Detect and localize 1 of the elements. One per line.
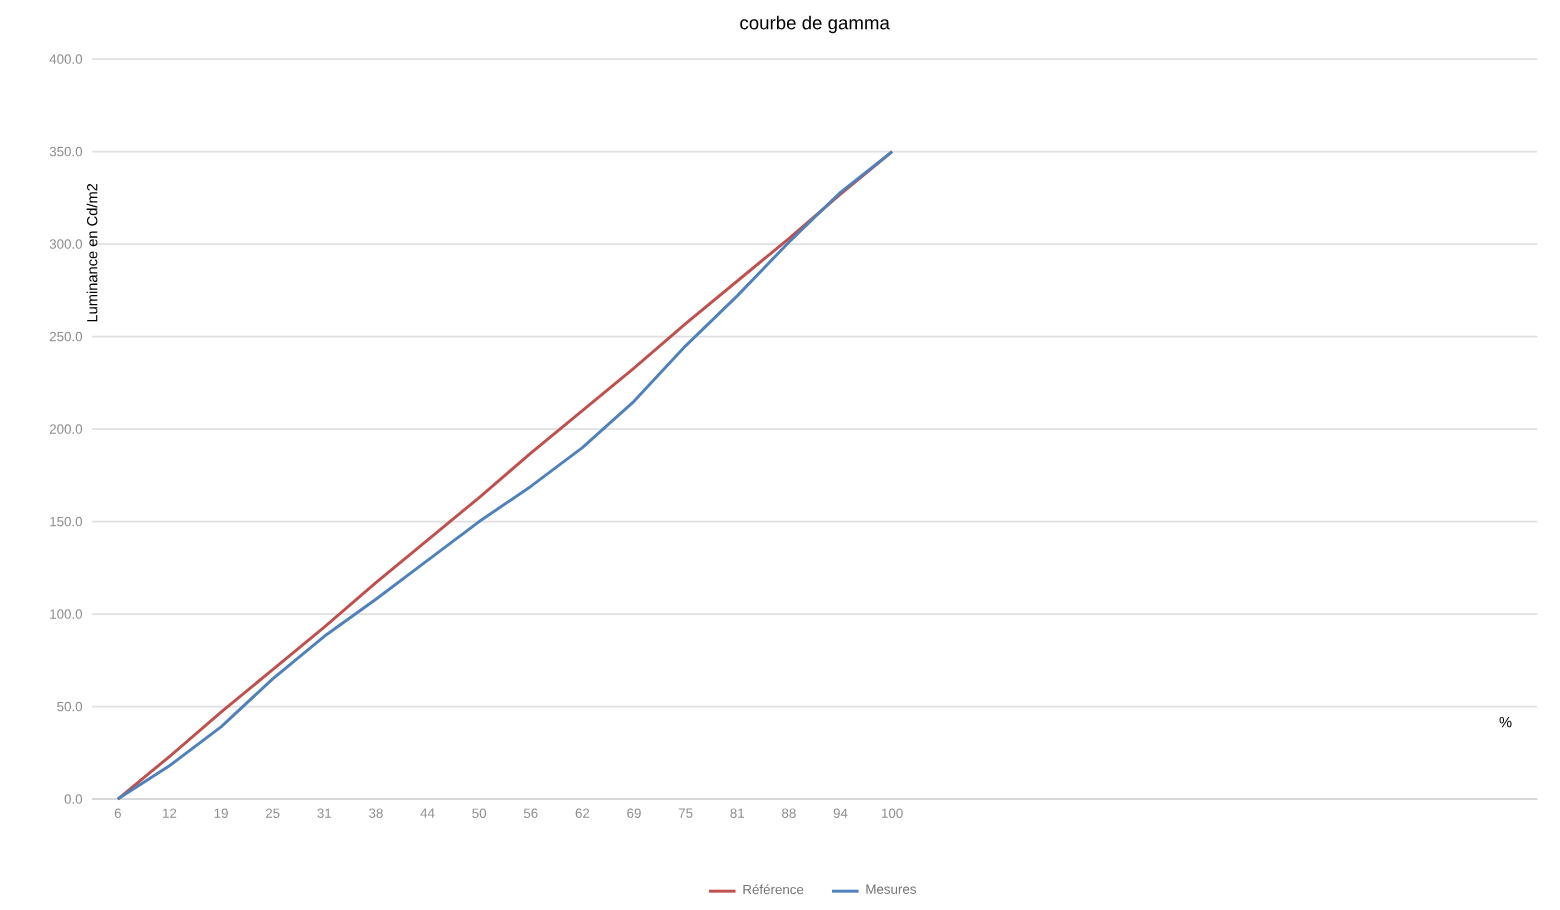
chart-title: courbe de gamma — [740, 15, 890, 34]
